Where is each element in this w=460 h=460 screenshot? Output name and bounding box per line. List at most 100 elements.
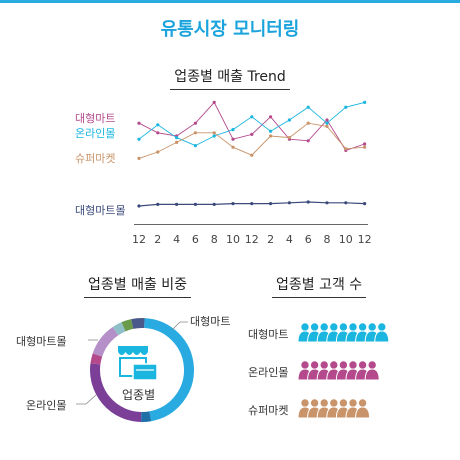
point-1-5 (231, 128, 235, 132)
point-1-7 (269, 129, 273, 133)
store-awning (118, 346, 148, 352)
person-body (355, 406, 371, 419)
person-head (348, 398, 358, 408)
person-head (338, 360, 349, 370)
point-1-9 (306, 105, 310, 109)
person-head (319, 322, 329, 332)
point-0-5 (231, 137, 235, 141)
point-2-10 (325, 124, 329, 128)
person-icon (355, 398, 371, 419)
point-1-1 (156, 123, 160, 127)
point-2-0 (137, 156, 141, 160)
point-2-1 (156, 150, 160, 154)
point-1-2 (175, 136, 179, 140)
leader-online (76, 394, 97, 405)
store-awning-scallop (125, 352, 133, 355)
person-body (364, 368, 380, 381)
x-tick-label: 4 (173, 233, 181, 246)
pie-center-label: 업종별 (122, 388, 156, 402)
pie-label-mart: 대형마트 (190, 315, 231, 328)
point-0-0 (137, 121, 141, 125)
point-3-12 (363, 202, 367, 206)
point-0-7 (269, 115, 273, 119)
store-awning-scallop (133, 352, 141, 355)
store-awning-scallop (118, 352, 126, 355)
person-head (329, 398, 339, 408)
donut-slice-1 (141, 411, 152, 422)
pie-label-martmall: 대형마트몰 (16, 335, 67, 348)
person-head (357, 322, 368, 332)
series-label-martmall: 대형마트몰 (75, 204, 126, 217)
x-tick-label: 6 (304, 233, 312, 246)
x-tick-label: 12 (357, 233, 372, 246)
store-awning-scallop (140, 352, 148, 355)
x-tick-label: 2 (267, 233, 275, 246)
person-head (319, 398, 329, 408)
person-head (357, 360, 368, 370)
store-window (132, 363, 158, 381)
pie-label-online: 온라인몰 (26, 399, 67, 412)
point-3-7 (269, 202, 273, 206)
person-head (300, 360, 310, 370)
donut-slice-5 (112, 322, 126, 336)
point-1-6 (250, 115, 254, 119)
point-2-4 (212, 131, 216, 135)
x-tick-label: 10 (338, 233, 353, 246)
person-head (338, 398, 349, 408)
point-0-3 (193, 121, 197, 125)
point-0-9 (306, 139, 310, 143)
customer-label-online: 온라인몰 (248, 366, 289, 379)
point-0-4 (212, 100, 216, 104)
point-3-3 (193, 202, 197, 206)
point-3-10 (325, 201, 329, 205)
person-head (367, 360, 377, 370)
point-3-8 (287, 201, 291, 205)
point-3-2 (175, 202, 179, 206)
person-head (348, 322, 358, 332)
point-2-9 (306, 121, 310, 125)
series-label-super: 슈퍼마켓 (75, 152, 116, 165)
point-2-2 (175, 140, 179, 144)
person-head (338, 322, 349, 332)
point-3-1 (156, 202, 160, 206)
person-icon (364, 360, 380, 381)
point-2-6 (250, 153, 254, 157)
point-1-11 (344, 105, 348, 109)
person-head (300, 398, 310, 408)
donut-slice-2 (90, 363, 142, 422)
point-2-12 (363, 145, 367, 149)
x-tick-label: 10 (226, 233, 240, 246)
point-2-3 (193, 131, 197, 135)
point-1-8 (287, 118, 291, 122)
x-tick-label: 12 (244, 233, 259, 246)
point-1-12 (363, 100, 367, 104)
donut-slice-3 (90, 353, 103, 365)
point-0-1 (156, 131, 160, 135)
point-1-0 (137, 137, 141, 141)
customer-label-mart: 대형마트 (248, 328, 289, 341)
person-head (348, 360, 358, 370)
customer-chart-title: 업종별 고객 수 (272, 274, 367, 298)
person-head (300, 322, 310, 332)
store-icon (118, 346, 158, 381)
point-1-10 (325, 121, 329, 125)
donut-slice-4 (92, 327, 119, 357)
point-2-8 (287, 136, 291, 140)
donut-slice-0 (143, 318, 194, 422)
x-tick-label: 8 (323, 233, 331, 246)
top-accent-bar (0, 0, 460, 3)
x-tick-label: 6 (191, 233, 199, 246)
x-tick-label: 2 (154, 233, 162, 246)
point-3-11 (344, 201, 348, 205)
x-tick-label: 12 (132, 233, 146, 246)
point-0-6 (250, 132, 254, 136)
x-tick-label: 8 (210, 233, 218, 246)
point-3-5 (231, 202, 235, 206)
point-3-4 (212, 202, 216, 206)
point-1-3 (193, 144, 197, 148)
point-2-11 (344, 147, 348, 151)
point-3-0 (137, 204, 141, 208)
